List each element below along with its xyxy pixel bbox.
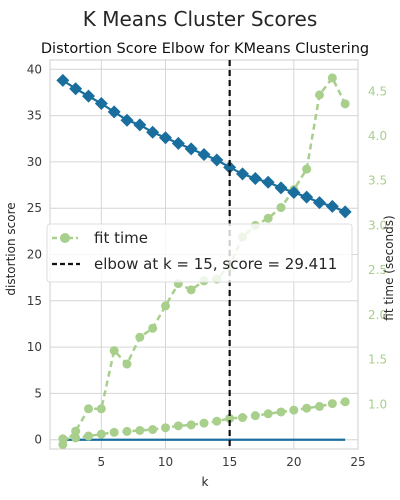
distortion-point xyxy=(223,160,237,174)
secondary-series-point xyxy=(238,413,247,423)
legend-elbow-label: elbow at k = 15, score = 29.411 xyxy=(94,255,337,273)
y2-axis-label: fit time (seconds) xyxy=(382,215,396,320)
legend-box xyxy=(46,223,353,283)
distortion-point xyxy=(120,113,134,127)
secondary-series-point xyxy=(96,429,106,439)
y-tick-label: 0 xyxy=(34,433,42,447)
distortion-line xyxy=(62,79,346,213)
secondary-series-point xyxy=(135,425,145,435)
secondary-series-point xyxy=(148,425,158,435)
secondary-series-point xyxy=(161,423,170,433)
chart-title: Distortion Score Elbow for KMeans Cluste… xyxy=(41,41,369,57)
y-tick-label: 30 xyxy=(27,155,42,169)
secondary-series-point xyxy=(315,401,324,411)
y-tick-label: 10 xyxy=(27,340,42,354)
distortion-point xyxy=(338,205,352,219)
fit-time-point xyxy=(327,73,337,83)
secondary-series-point xyxy=(71,433,81,443)
fit-time-point xyxy=(148,323,158,333)
distortion-point xyxy=(248,172,262,186)
fit-time-point xyxy=(96,404,106,414)
distortion-point xyxy=(82,89,95,103)
fit-time-point xyxy=(186,285,196,295)
secondary-series-point xyxy=(173,421,183,431)
y2-tick-label: 1.0 xyxy=(368,397,387,411)
distortion-point xyxy=(107,105,121,119)
fit-time-point xyxy=(340,99,350,109)
x-tick-label: 25 xyxy=(350,455,365,469)
distortion-point xyxy=(197,147,211,161)
secondary-series-point xyxy=(289,405,299,415)
y-tick-label: 25 xyxy=(27,201,42,215)
y2-tick-label: 1.5 xyxy=(368,353,387,367)
y-tick-label: 5 xyxy=(34,386,42,400)
secondary-series-point xyxy=(327,399,337,409)
fit-time-point xyxy=(109,346,119,356)
y-axis-label: distortion score xyxy=(4,202,18,295)
secondary-series-point xyxy=(250,411,260,421)
secondary-series-point xyxy=(199,418,209,428)
x-tick-label: 20 xyxy=(286,455,301,469)
legend-fit-label: fit time xyxy=(94,229,148,247)
distortion-point xyxy=(171,136,185,150)
y-axis-ticks: 0 5 10 15 20 25 30 35 40 xyxy=(27,62,42,446)
distortion-point xyxy=(274,181,288,195)
fit-time-point xyxy=(135,332,145,342)
distortion-point xyxy=(261,175,275,189)
distortion-point xyxy=(300,190,314,204)
distortion-point xyxy=(133,118,147,132)
x-axis-ticks: 5 10 15 20 25 xyxy=(98,455,366,469)
y2-tick-label: 3.5 xyxy=(368,174,387,188)
distortion-point xyxy=(56,73,70,87)
y2-tick-label: 3.0 xyxy=(368,218,387,232)
figure-suptitle: K Means Cluster Scores xyxy=(83,7,318,31)
legend-fit-marker xyxy=(60,233,70,243)
secondary-series-point xyxy=(276,407,286,417)
y2-tick-label: 2.0 xyxy=(368,308,387,322)
y-tick-label: 40 xyxy=(27,62,42,76)
secondary-series-point xyxy=(212,416,222,426)
series-layer xyxy=(56,73,352,450)
fit-time-point xyxy=(161,301,170,311)
x-tick-label: 15 xyxy=(222,455,237,469)
x-tick-label: 5 xyxy=(98,455,106,469)
y-tick-label: 15 xyxy=(27,294,42,308)
fit-time-point xyxy=(84,404,93,414)
legend: fit time elbow at k = 15, score = 29.411 xyxy=(46,223,353,283)
y-tick-label: 35 xyxy=(27,109,42,123)
secondary-series-point xyxy=(263,409,273,419)
x-axis-label: k xyxy=(202,475,209,489)
fit-time-point xyxy=(302,164,312,174)
y-tick-label: 20 xyxy=(27,248,42,262)
x-tick-label: 10 xyxy=(158,455,173,469)
secondary-series-point xyxy=(186,420,196,430)
y2-tick-label: 2.5 xyxy=(368,263,387,277)
distortion-point xyxy=(287,185,301,199)
fit-time-point xyxy=(122,359,132,369)
y2-axis-ticks: 1.0 1.5 2.0 2.5 3.0 3.5 4.0 4.5 xyxy=(368,84,387,411)
secondary-series-point xyxy=(340,397,350,407)
distortion-point xyxy=(159,131,172,145)
fit-time-point xyxy=(71,426,81,436)
distortion-point xyxy=(210,153,224,167)
distortion-point xyxy=(184,142,198,156)
fit-time-point xyxy=(263,213,273,223)
fit-time-point xyxy=(276,203,286,213)
secondary-series-point xyxy=(84,431,93,441)
distortion-point xyxy=(94,97,108,111)
distortion-point xyxy=(325,199,339,213)
secondary-series-point xyxy=(302,403,312,413)
fit-time-point xyxy=(315,90,324,100)
distortion-point xyxy=(146,125,160,139)
secondary-series-point xyxy=(109,427,119,437)
distortion-point xyxy=(69,82,83,96)
y2-tick-label: 4.5 xyxy=(368,84,387,98)
fit-time-point xyxy=(58,440,68,450)
secondary-series-point xyxy=(225,413,235,423)
y2-tick-label: 4.0 xyxy=(368,129,387,143)
distortion-point xyxy=(313,196,326,210)
secondary-series-point xyxy=(122,426,132,436)
distortion-point xyxy=(236,167,249,181)
